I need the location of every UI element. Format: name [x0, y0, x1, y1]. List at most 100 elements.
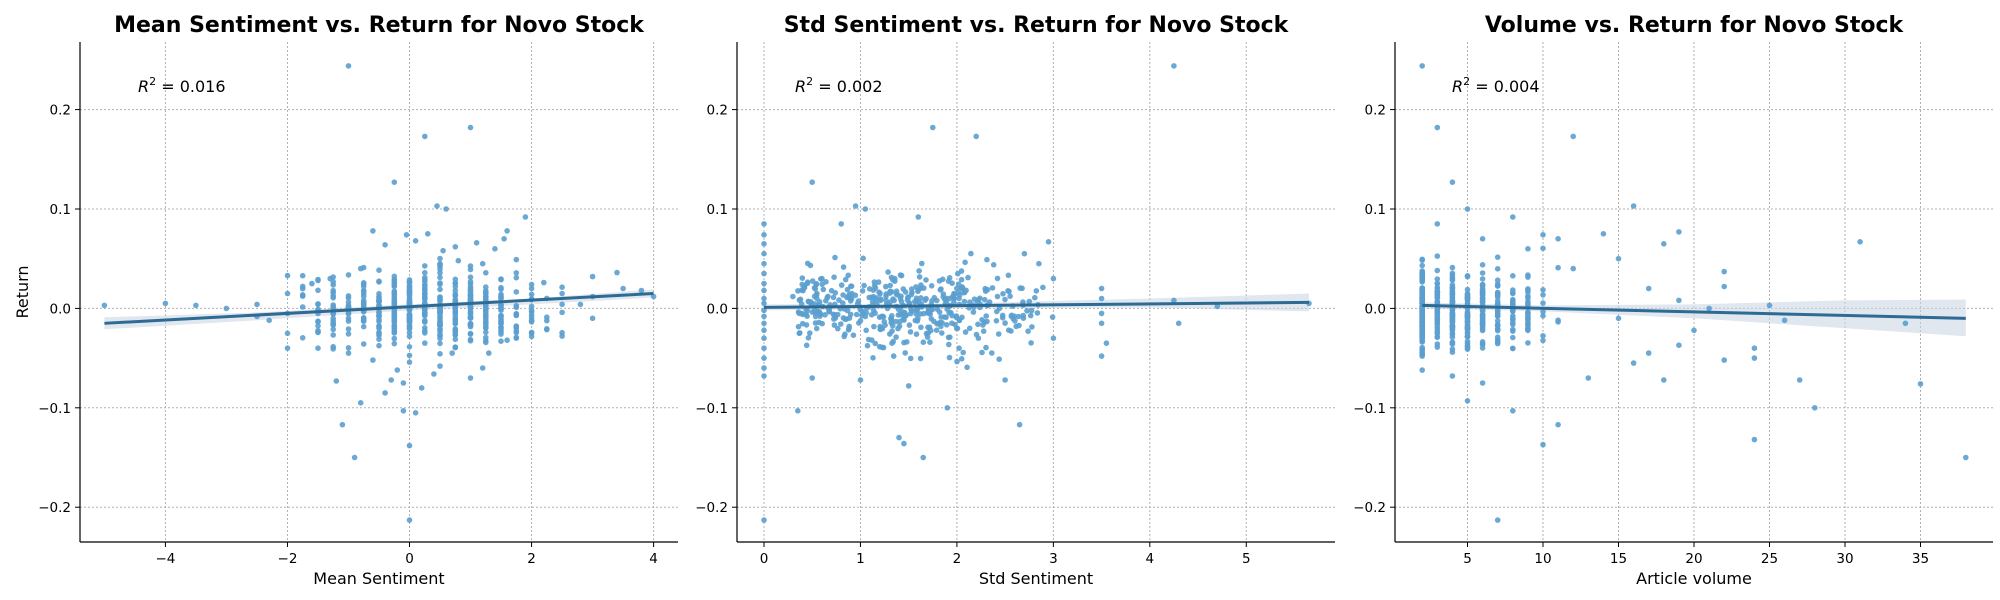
- data-point: [437, 281, 443, 288]
- data-point: [299, 304, 306, 310]
- data-point: [823, 279, 829, 285]
- data-point: [1645, 285, 1652, 292]
- data-point: [528, 314, 535, 321]
- data-point: [492, 246, 498, 252]
- data-point: [871, 279, 878, 285]
- data-point: [1525, 287, 1531, 294]
- data-point: [968, 250, 974, 257]
- y-tick-label: 0.0: [707, 301, 728, 317]
- data-point: [889, 313, 895, 319]
- data-point: [761, 270, 767, 277]
- data-point: [330, 274, 337, 280]
- data-point: [916, 268, 922, 274]
- data-point: [1510, 328, 1516, 334]
- data-point: [1494, 339, 1501, 345]
- data-point: [980, 328, 987, 335]
- data-point: [796, 330, 803, 337]
- scatter-points: [761, 63, 1312, 523]
- data-point: [1464, 295, 1471, 301]
- data-point: [422, 133, 428, 140]
- data-point: [831, 311, 838, 318]
- data-point: [831, 322, 838, 328]
- data-point: [1464, 206, 1471, 212]
- data-point: [406, 333, 413, 340]
- data-point: [434, 203, 440, 209]
- data-point: [513, 289, 520, 295]
- data-point: [452, 293, 459, 299]
- data-point: [391, 335, 398, 342]
- data-point: [406, 517, 413, 523]
- data-point: [345, 295, 352, 301]
- data-point: [903, 312, 909, 318]
- data-point: [498, 295, 504, 302]
- data-point: [832, 254, 838, 261]
- data-point: [376, 297, 382, 304]
- data-point: [1479, 293, 1486, 299]
- data-point: [940, 294, 946, 300]
- data-point: [813, 281, 820, 287]
- data-point: [959, 284, 965, 290]
- data-point: [883, 293, 889, 300]
- data-point: [559, 290, 565, 297]
- data-point: [1464, 324, 1471, 331]
- data-point: [796, 310, 802, 317]
- data-point: [761, 313, 767, 320]
- data-point: [893, 334, 899, 340]
- data-point: [541, 279, 547, 286]
- data-point: [437, 323, 443, 329]
- data-point: [840, 292, 846, 298]
- data-point: [1510, 345, 1516, 352]
- data-point: [1464, 333, 1471, 340]
- data-point: [1020, 315, 1027, 322]
- data-point: [994, 293, 1001, 300]
- data-point: [513, 274, 520, 281]
- data-point: [761, 287, 767, 294]
- data-point: [315, 345, 321, 352]
- data-point: [1751, 345, 1758, 352]
- data-point: [376, 290, 382, 297]
- data-point: [1661, 377, 1667, 383]
- data-point: [927, 339, 933, 346]
- data-point: [1721, 357, 1727, 363]
- data-point: [836, 297, 842, 303]
- data-point: [1171, 297, 1177, 304]
- data-point: [376, 312, 382, 319]
- data-point: [809, 179, 815, 185]
- data-point: [315, 323, 321, 329]
- data-point: [917, 311, 924, 317]
- data-point: [1615, 315, 1622, 322]
- data-point: [1434, 276, 1441, 282]
- data-point: [917, 355, 924, 362]
- data-point: [924, 334, 931, 340]
- data-point: [956, 345, 962, 352]
- data-point: [1449, 311, 1456, 318]
- data-point: [376, 316, 382, 323]
- data-point: [993, 318, 1000, 324]
- data-point: [1721, 268, 1727, 275]
- y-tick-label: −0.2: [1353, 500, 1386, 516]
- data-point: [513, 335, 520, 341]
- data-point: [1721, 283, 1727, 290]
- scatter-points: [1419, 63, 1969, 523]
- data-point: [953, 325, 960, 332]
- data-point: [798, 301, 805, 307]
- data-point: [859, 288, 866, 294]
- data-point: [870, 355, 876, 361]
- data-point: [928, 283, 935, 289]
- data-point: [1540, 292, 1546, 298]
- data-point: [1479, 380, 1486, 386]
- data-point: [437, 296, 443, 303]
- data-point: [866, 286, 873, 292]
- data-point: [915, 288, 921, 295]
- data-point: [1032, 294, 1038, 301]
- data-point: [1026, 298, 1033, 305]
- data-point: [848, 283, 855, 290]
- data-point: [804, 313, 810, 320]
- data-point: [345, 345, 352, 351]
- scatter-points: [101, 63, 657, 523]
- data-point: [1525, 246, 1531, 252]
- data-point: [984, 256, 990, 263]
- data-point: [807, 330, 813, 336]
- data-point: [1419, 257, 1425, 263]
- data-point: [351, 454, 358, 461]
